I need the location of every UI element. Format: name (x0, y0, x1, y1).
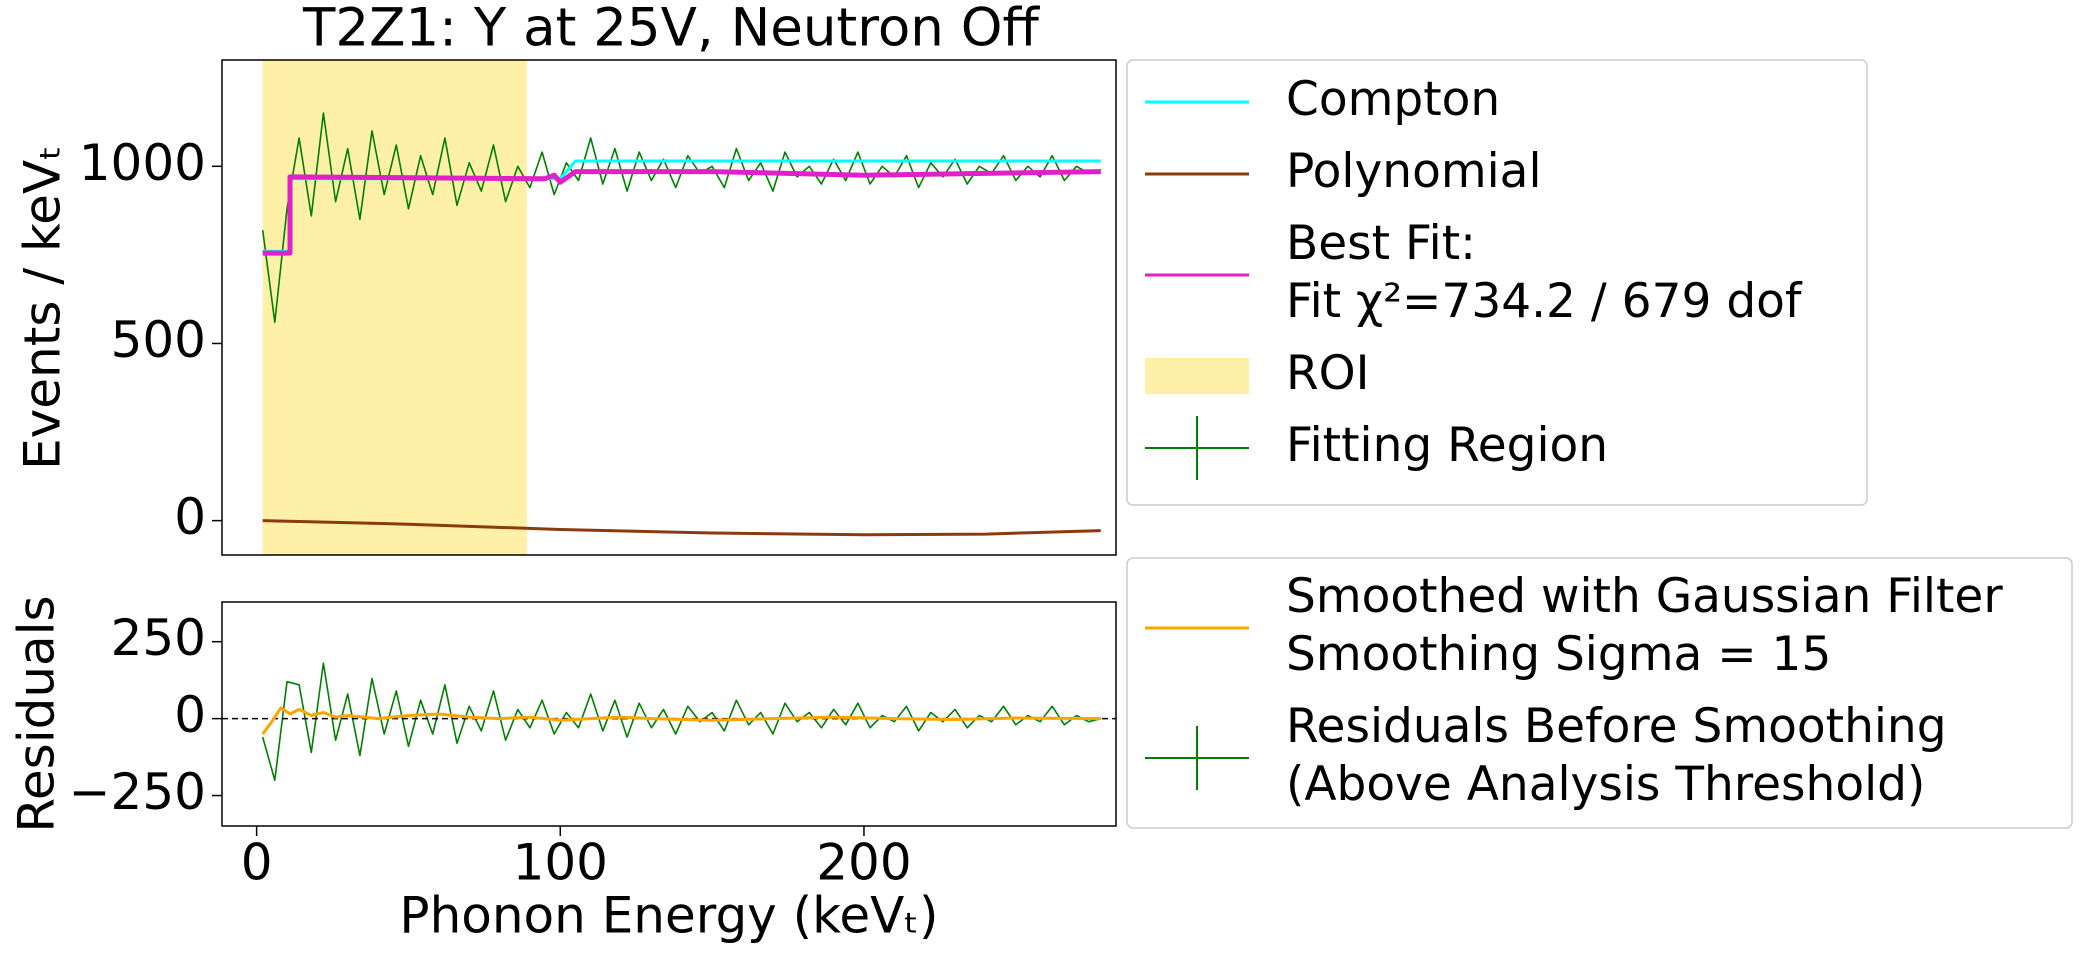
y-axis-label: Residuals (8, 595, 66, 832)
legend-label-line: Polynomial (1286, 144, 1542, 199)
legend-label: Best Fit: Fit χ²=734.2 / 679 dof (1286, 216, 1803, 329)
y-axis-label: Events / keVₜ (14, 145, 72, 470)
chart-title: T2Z1: Y at 25V, Neutron Off (302, 0, 1040, 59)
y-tick-label: 0 (174, 488, 206, 546)
y-tick-label: −250 (69, 763, 206, 821)
fit-line (262, 519, 1101, 537)
x-tick-label: 100 (513, 834, 608, 892)
legend-label-line: Fit χ²=734.2 / 679 dof (1286, 274, 1803, 329)
legend-label: Residuals Before Smoothing (Above Analysi… (1286, 699, 1947, 812)
legend-label: Polynomial (1286, 144, 1542, 199)
legend-label: Fitting Region (1286, 418, 1608, 473)
legend-label-line: (Above Analysis Threshold) (1286, 757, 1925, 812)
legend-label: ROI (1286, 346, 1370, 401)
y-tick-label: 500 (111, 311, 206, 369)
data-line (261, 662, 1101, 782)
y-tick-label: 250 (111, 609, 206, 667)
legend-box (1126, 59, 1868, 506)
x-tick-label: 0 (241, 834, 273, 892)
legend-label-line: Fitting Region (1286, 418, 1608, 473)
legend-label-line: Smoothing Sigma = 15 (1286, 627, 1831, 682)
y-tick-label: 0 (174, 686, 206, 744)
legend-label-line: Residuals Before Smoothing (1286, 699, 1947, 754)
axes-frame (221, 601, 1117, 827)
legend-label-line: Best Fit: (1286, 216, 1476, 271)
legend-label: Smoothed with Gaussian Filter Smoothing S… (1286, 569, 2003, 682)
y-tick-label: 1000 (79, 134, 206, 192)
legend-label-line: ROI (1286, 346, 1370, 401)
legend-box (1126, 557, 2073, 829)
x-axis-label: Phonon Energy (keVₜ) (399, 887, 938, 945)
legend-label: Compton (1286, 72, 1500, 127)
axes-frame (221, 59, 1117, 556)
legend-label-line: Smoothed with Gaussian Filter (1286, 569, 2003, 624)
roi-span (262, 60, 527, 555)
legend-marker (1145, 358, 1249, 394)
legend-label-line: Compton (1286, 72, 1500, 127)
fit-line (262, 169, 1101, 256)
fit-line (261, 706, 1101, 735)
x-tick-label: 200 (816, 834, 911, 892)
